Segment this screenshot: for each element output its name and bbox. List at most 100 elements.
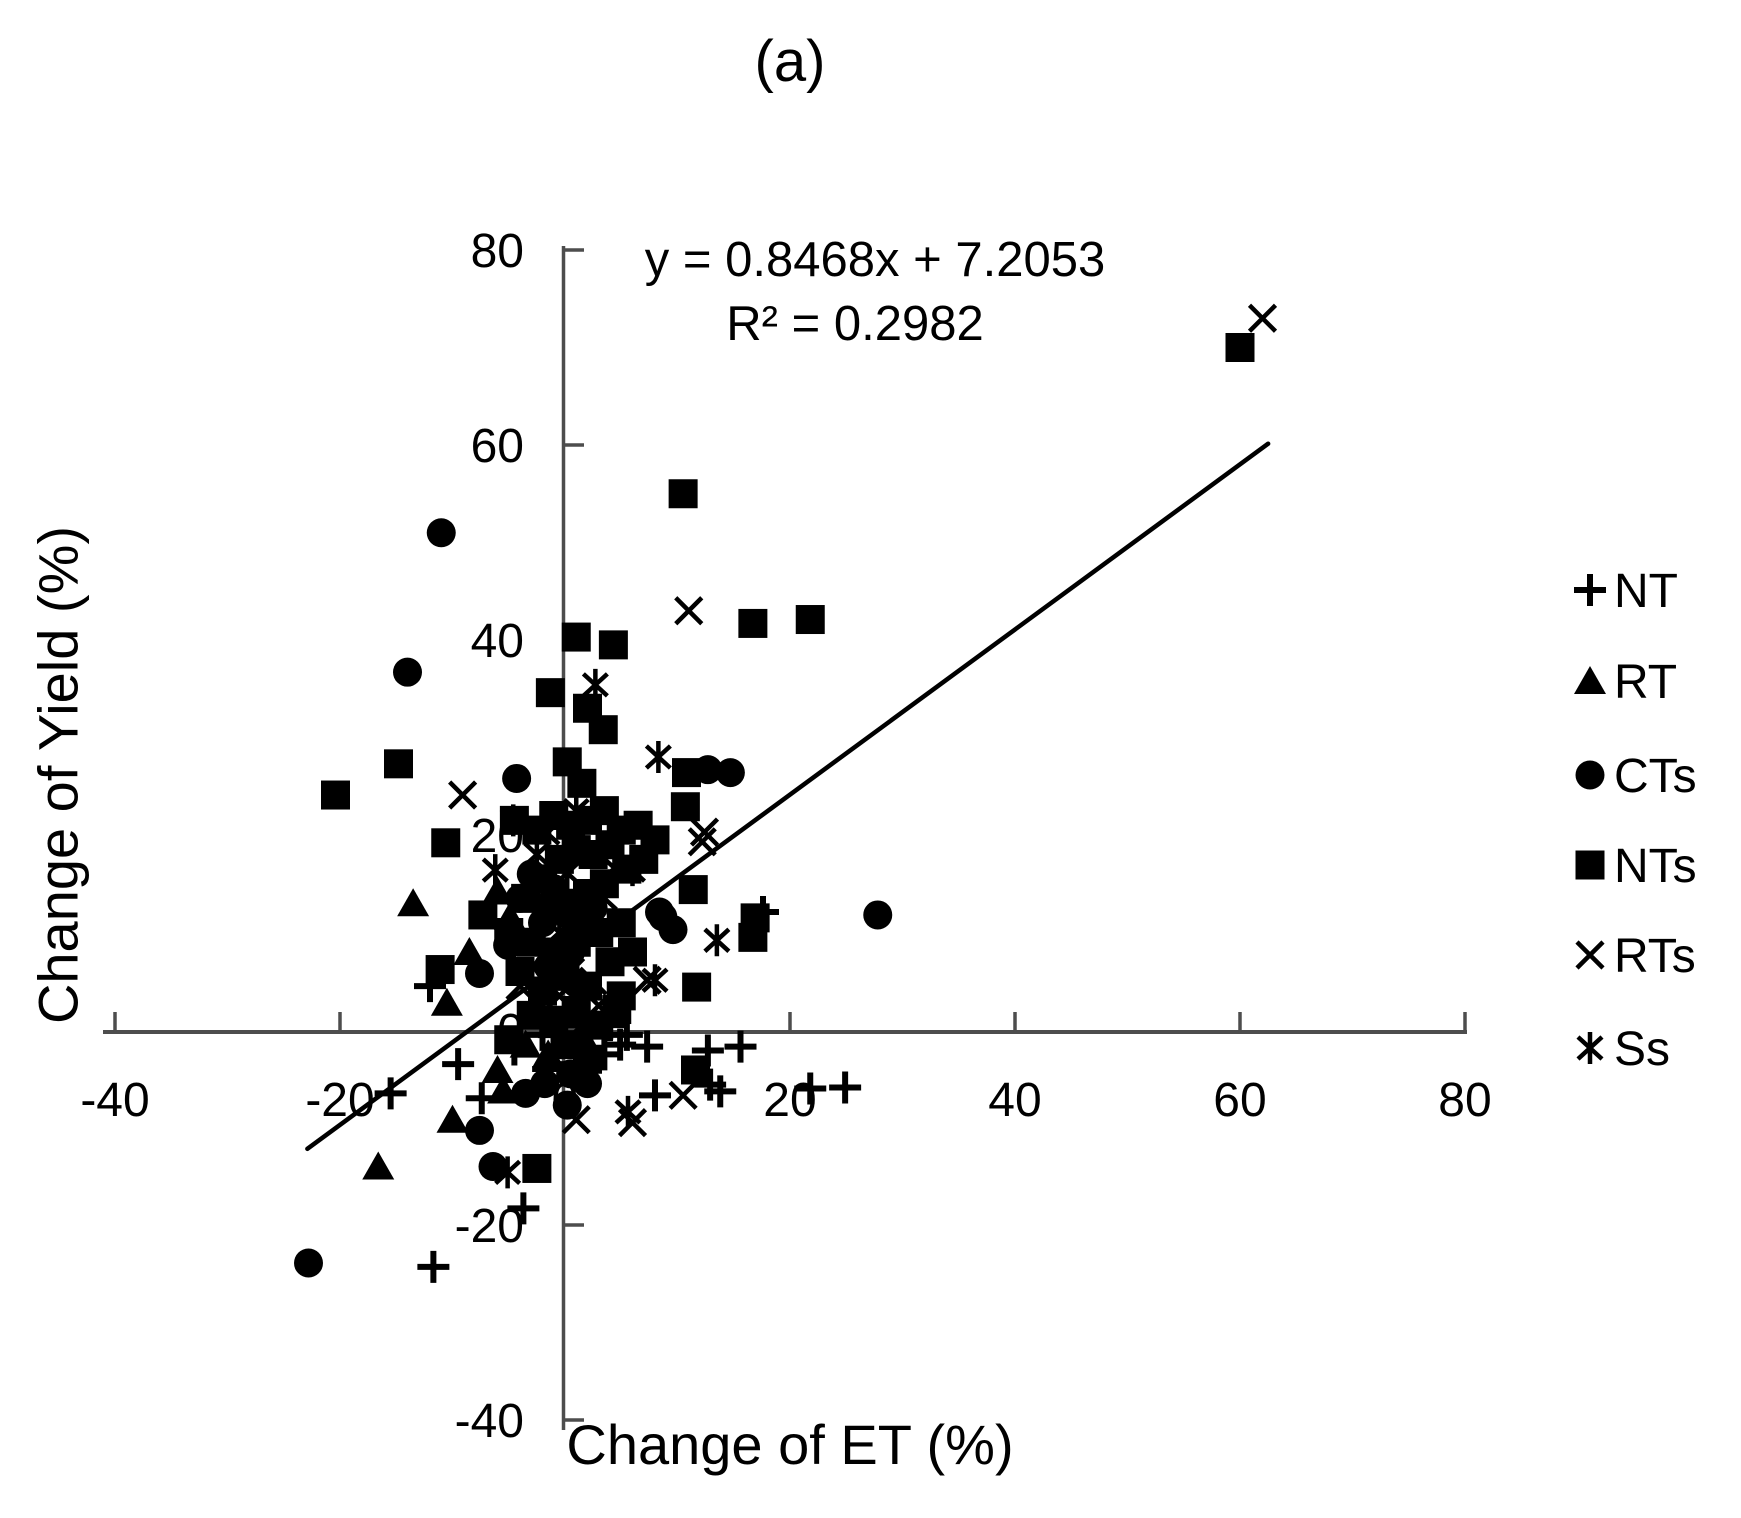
data-point-marker: [556, 956, 586, 987]
data-point-marker: [505, 971, 535, 1001]
legend-marker-triangle-icon: [1574, 666, 1606, 694]
data-point-marker: [573, 1069, 602, 1099]
data-point-marker: [523, 838, 551, 871]
data-point-marker: [658, 915, 688, 945]
data-point-marker: [644, 741, 672, 773]
data-point-marker: [668, 479, 698, 509]
data-point-marker: [682, 972, 712, 1002]
data-point-marker: [321, 780, 350, 810]
legend-label: RT: [1614, 656, 1677, 709]
data-point-marker: [1247, 303, 1278, 333]
data-point-marker: [552, 1090, 582, 1120]
data-point-marker: [493, 930, 523, 960]
data-point-marker: [715, 758, 745, 788]
chart-title: (a): [754, 29, 826, 94]
data-point-marker: [567, 768, 597, 798]
data-point-marker: [562, 794, 590, 827]
data-point-marker: [724, 1030, 757, 1063]
series-NT-points: [374, 896, 862, 1283]
legend-item-NT: NT: [1574, 565, 1678, 618]
legend-marker-circle-icon: [1575, 760, 1605, 790]
y-tick-labels: -40-20020406080: [455, 225, 524, 1448]
data-point-marker: [738, 608, 768, 638]
legend-label: Ss: [1614, 1023, 1670, 1076]
legend-item-NTs: NTs: [1575, 840, 1697, 893]
legend-item-RT: RT: [1574, 656, 1677, 709]
data-point-marker: [674, 596, 704, 626]
data-point-marker: [426, 518, 456, 548]
data-point-marker: [704, 1075, 737, 1108]
x-tick-label: 40: [988, 1074, 1041, 1127]
data-point-marker: [556, 937, 586, 967]
data-point-marker: [639, 1079, 671, 1112]
data-point-marker: [493, 901, 526, 930]
data-point-marker: [571, 999, 604, 1032]
data-point-marker: [561, 622, 591, 652]
data-point-marker: [581, 668, 609, 701]
data-point-marker: [494, 1156, 522, 1189]
data-point-marker: [505, 957, 535, 986]
data-point-marker: [502, 763, 532, 793]
data-point-marker: [431, 828, 461, 858]
y-tick-label: 60: [471, 420, 524, 473]
y-axis-title: Change of Yield (%): [26, 525, 90, 1025]
trendline-r-squared: R² = 0.2982: [726, 297, 984, 351]
data-point-marker: [505, 883, 535, 913]
data-point-marker: [511, 1078, 541, 1108]
data-point-marker: [689, 817, 720, 847]
data-point-marker: [594, 1009, 626, 1042]
data-point-marker: [481, 854, 509, 887]
data-point-marker: [533, 952, 563, 982]
data-point-marker: [294, 1248, 323, 1278]
x-tick-label: -20: [305, 1074, 374, 1127]
legend-item-RTs: RTs: [1575, 930, 1696, 983]
data-point-marker: [549, 1009, 581, 1042]
trendline-equation: y = 0.8468x + 7.2053: [644, 233, 1106, 287]
data-point-marker: [478, 1152, 508, 1181]
data-point-marker: [863, 900, 893, 930]
data-point-marker: [561, 1105, 591, 1135]
legend-label: RTs: [1614, 930, 1696, 983]
data-point-marker: [436, 1104, 469, 1133]
data-point-marker: [590, 882, 618, 915]
data-point-marker: [623, 810, 653, 840]
data-point-marker: [795, 605, 825, 635]
legend-label: CTs: [1614, 750, 1697, 803]
data-point-marker: [560, 1048, 593, 1081]
legend-marker-asterisk-icon: [1576, 1032, 1604, 1064]
y-tick-label: 40: [471, 615, 524, 668]
data-point-marker: [618, 937, 647, 967]
data-point-marker: [526, 1018, 559, 1051]
data-point-marker: [442, 1048, 475, 1081]
data-point-marker: [468, 900, 498, 930]
data-point-marker: [670, 792, 700, 822]
data-point-marker: [520, 990, 553, 1019]
series-Ss-points: [481, 668, 731, 1189]
data-point-marker: [631, 1030, 664, 1063]
data-point-marker: [794, 1072, 827, 1105]
data-point-marker: [522, 1153, 552, 1183]
x-tick-labels: -40-20020406080: [80, 1074, 1491, 1127]
data-point-marker: [588, 1038, 621, 1071]
data-point-marker: [545, 916, 573, 949]
data-point-marker: [414, 970, 446, 1003]
data-point-marker: [588, 715, 618, 745]
data-point-marker: [384, 749, 413, 779]
data-point-marker: [465, 1082, 498, 1115]
data-point-marker: [693, 755, 723, 785]
data-point-marker: [606, 908, 636, 938]
data-point-marker: [417, 1250, 450, 1283]
data-point-marker: [678, 875, 708, 905]
x-tick-label: -40: [80, 1074, 149, 1127]
legend-label: NT: [1614, 565, 1678, 618]
data-point-marker: [598, 630, 628, 660]
data-point-marker: [465, 958, 494, 988]
data-point-marker: [430, 987, 463, 1016]
data-point-marker: [507, 1192, 540, 1225]
data-point-marker: [618, 854, 647, 887]
data-point-marker: [397, 888, 430, 917]
data-point-marker: [610, 1018, 643, 1051]
x-axis: [103, 1012, 1467, 1034]
x-tick-label: 60: [1213, 1074, 1266, 1127]
